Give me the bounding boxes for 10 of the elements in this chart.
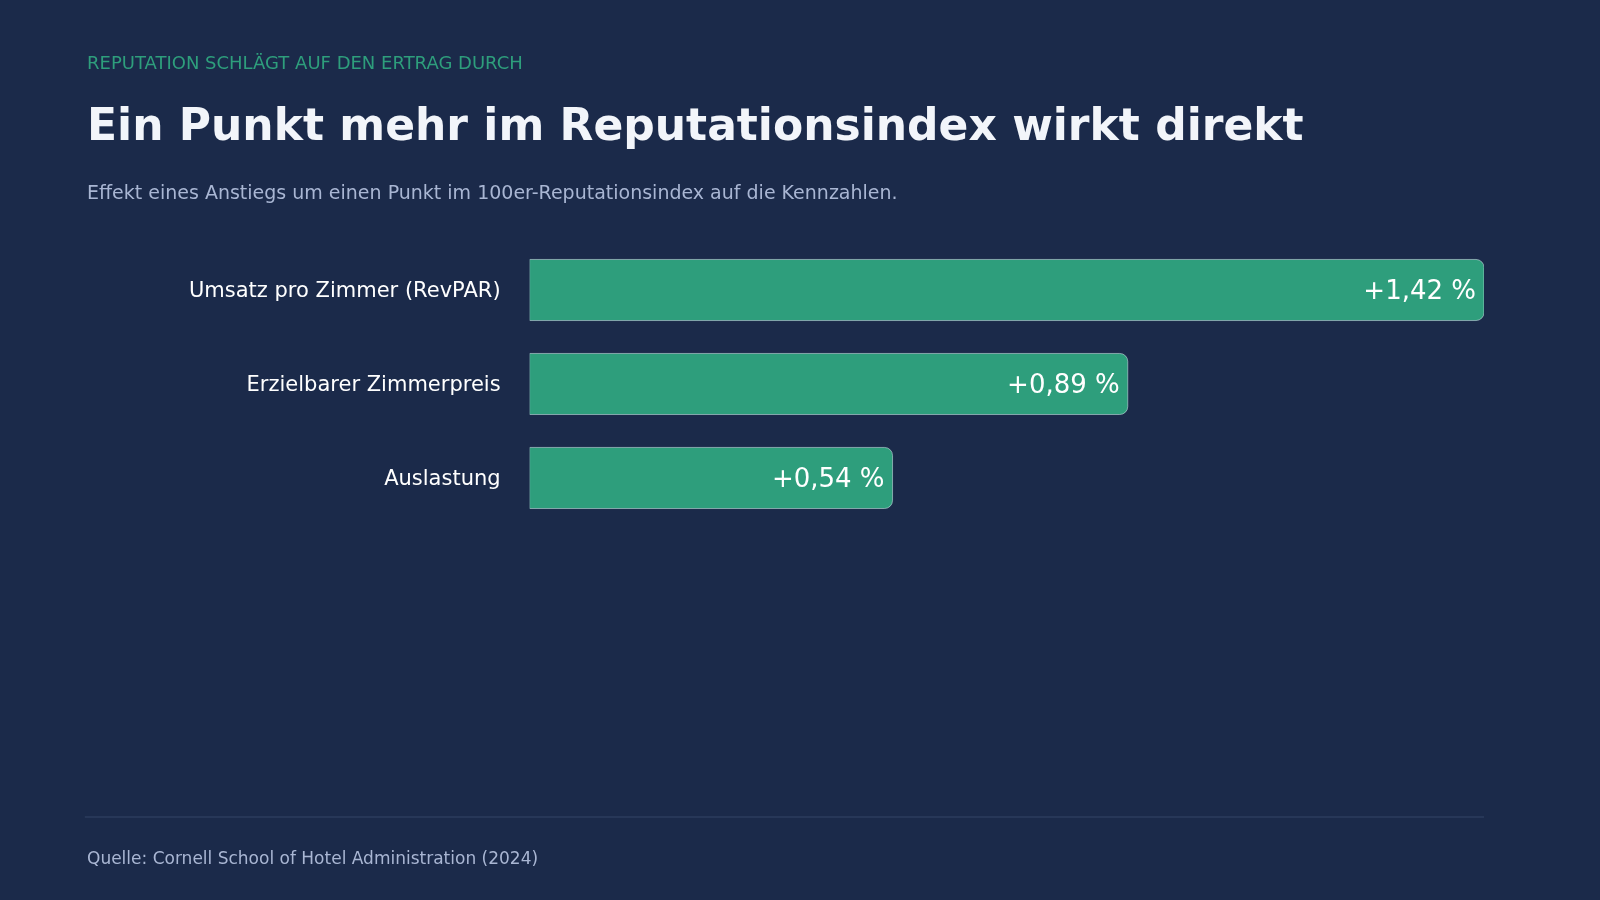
chart-title: Ein Punkt mehr im Reputationsindex wirkt direkt: [87, 99, 1304, 150]
y-tick-label: Erzielbarer Zimmerpreis: [246, 372, 501, 397]
source-note: Quelle: Cornell School of Hotel Administration (2024): [87, 848, 539, 868]
text: REPUTATION SCHLÄGT AUF DEN ERTRAG DURCH: [87, 52, 523, 73]
text: Effekt eines Anstiegs um einen Punkt im 100er-Reputationsindex auf die Kennzahlen.: [87, 181, 898, 203]
data-label: +1,42 %: [1363, 274, 1476, 305]
data-label: +0,89 %: [1007, 368, 1120, 399]
y-tick-label: Auslastung: [384, 466, 501, 491]
data-label: +0,54 %: [771, 462, 885, 493]
y-tick-label: Umsatz pro Zimmer (RevPAR): [188, 278, 501, 303]
